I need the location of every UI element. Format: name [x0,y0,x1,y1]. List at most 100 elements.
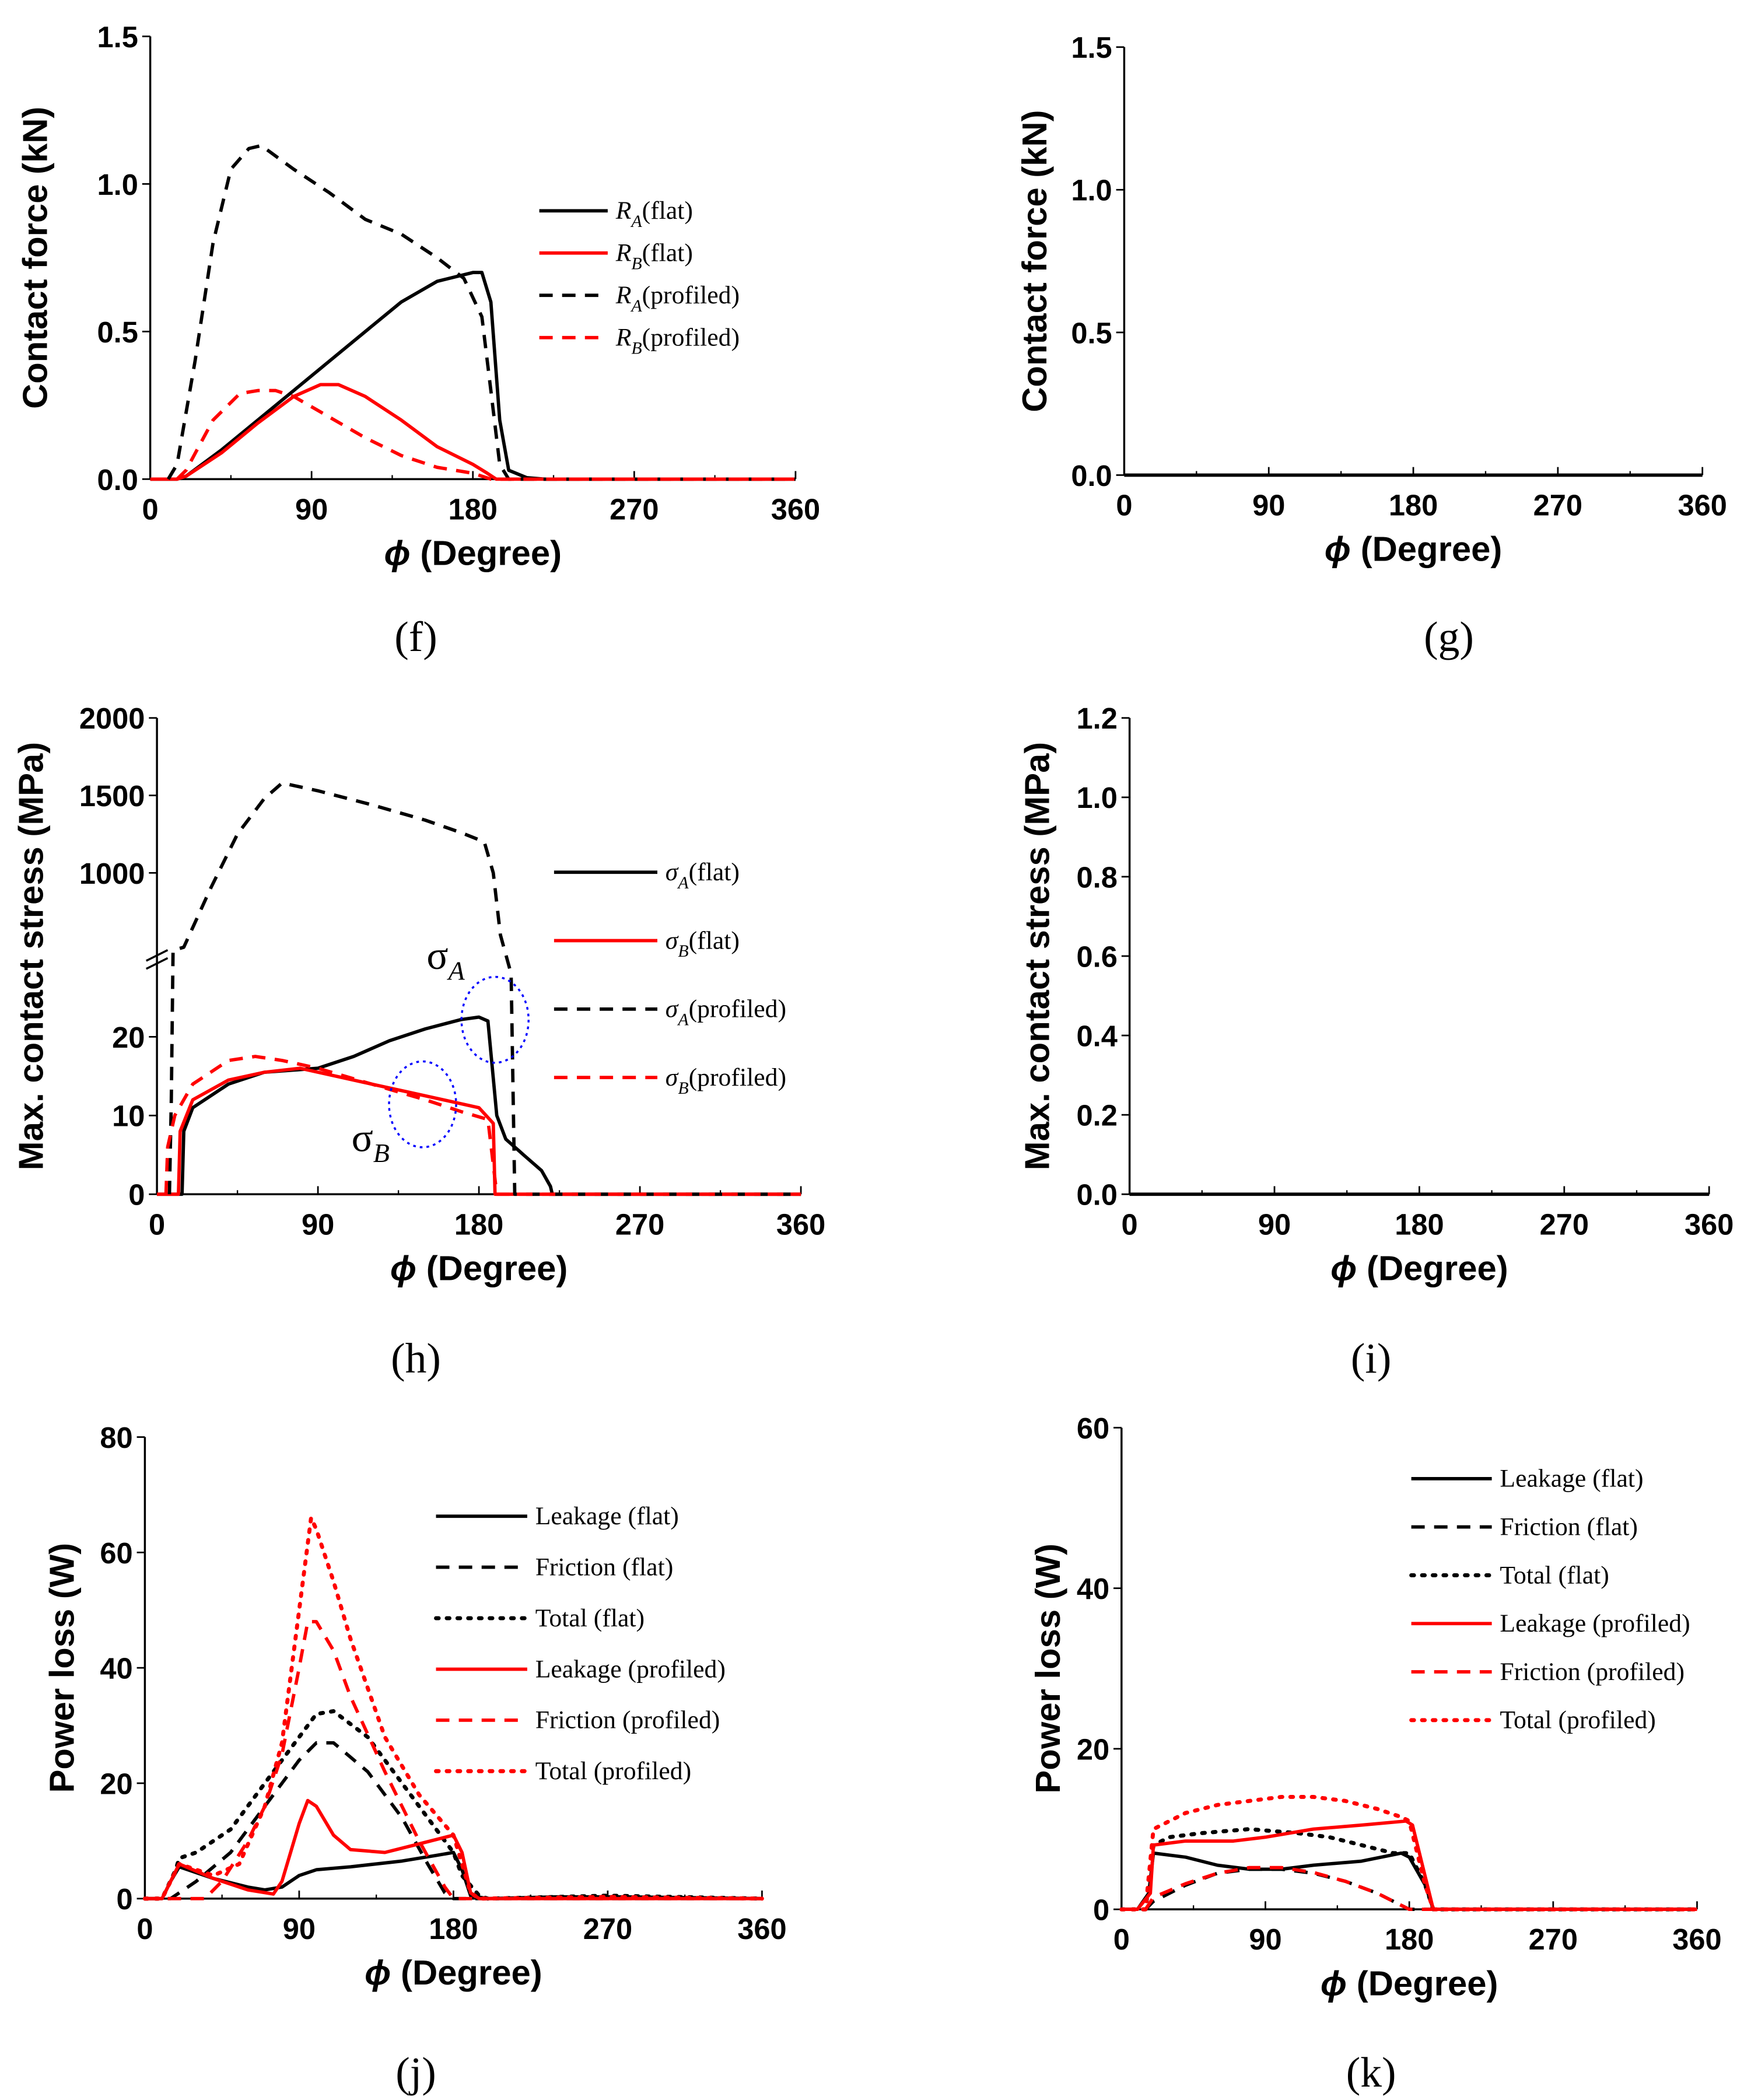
y-tick-label: 20 [100,1767,132,1800]
legend-text: Friction (flat) [535,1553,674,1581]
legend-subscript: A [677,873,689,892]
series-line-3 [164,1055,801,1196]
legend-symbol: σ [666,926,679,954]
legend-subscript: B [678,1079,688,1098]
x-tick-label: 180 [429,1912,478,1945]
legend-label: Friction (profiled) [1500,1658,1685,1686]
annotation-subscript: A [447,956,465,985]
y-tick-label: 0.0 [97,463,138,496]
legend-label: RA(flat) [615,197,693,231]
series-line-3 [145,1798,762,1901]
legend-label: Leakage (profiled) [535,1655,726,1683]
legend-text: Total (profiled) [1500,1706,1655,1734]
legend-text: Leakage (flat) [535,1502,679,1530]
y-tick-label: 40 [100,1652,132,1685]
legend-label: Leakage (profiled) [1500,1609,1690,1637]
legend-symbol: R [615,197,632,225]
legend-label: RA(profiled) [615,281,740,316]
chart-panel-h: 0 90 180 270 360 0 10 20 1000 1500 2000 ϕ (Degree) M… [12,702,826,1382]
series-line-5 [1119,1794,1699,1912]
series-line-1 [145,1741,762,1901]
x-tick-label: 90 [283,1912,316,1945]
axis-break-mark [145,957,169,970]
series-line-4 [145,1620,762,1901]
y-tick-label: 0.0 [1071,459,1112,492]
y-tick-label: 0.4 [1077,1019,1118,1052]
x-axis-title: ϕ (Degree) [1321,1964,1498,2003]
legend-text: (flat) [689,858,740,886]
panel-label: (k) [1346,2048,1396,2096]
legend-subscript: B [678,942,688,961]
highlight-ellipse-a [460,975,530,1064]
legend-symbol: σ [666,995,679,1023]
y-tick-label: 1.5 [1071,31,1112,64]
series-line-0 [150,271,796,481]
legend-label: Total (profiled) [1500,1706,1655,1734]
x-axis-title: ϕ (Degree) [1330,1248,1508,1287]
y-axis-title: Max. contact stress (MPa) [1018,742,1057,1170]
chart-panel-f: 0 90 180 270 360 0.0 0.5 1.0 1.5 ϕ (Degree) Contac… [15,20,820,660]
y-tick-label: 60 [1077,1412,1109,1445]
legend-text: Leakage (profiled) [1500,1609,1690,1637]
y-tick-label: 20 [1077,1732,1109,1766]
x-tick-label: 270 [1533,488,1582,522]
legend-symbol: R [615,239,632,267]
x-tick-label: 360 [776,1208,825,1241]
y-tick-label: 0 [117,1882,133,1916]
y-tick-label: 1.0 [1071,174,1112,207]
chart-panel-k: 0 90 180 270 360 0 20 40 60 ϕ (Degree) Power loss … [1028,1412,1722,2096]
x-tick-label: 270 [1540,1208,1589,1241]
x-tick-label: 90 [302,1208,334,1241]
series-line-1 [150,383,796,481]
y-tick-label: 1000 [79,857,145,890]
annotation-symbol: σ [426,933,448,978]
chart-panel-g: 0 90 180 270 360 0.0 0.5 1.0 1.5 ϕ (Degree) Contac… [1015,31,1727,660]
axis-break-mark [145,949,169,962]
x-tick-label: 270 [610,492,659,526]
x-axis-title-text: (Degree) [391,1953,542,1992]
y-tick-label: 0.2 [1077,1099,1118,1132]
y-tick-label: 0.8 [1077,860,1118,894]
y-tick-label: 0.5 [1071,316,1112,349]
y-axis-title: Contact force (kN) [15,107,54,409]
legend-text: (flat) [642,239,693,267]
x-tick-label: 360 [771,492,820,526]
x-tick-label: 90 [1258,1208,1291,1241]
y-tick-label: 2000 [79,702,145,735]
x-tick-label: 0 [149,1208,165,1241]
y-axis-title: Max. contact stress (MPa) [12,742,51,1170]
panel-label: (h) [391,1334,441,1382]
x-axis-title-text: (Degree) [1351,530,1502,569]
x-tick-label: 360 [1685,1208,1734,1241]
legend-label: Total (flat) [1500,1561,1609,1589]
legend-label: RB(flat) [615,239,693,274]
series-line-1 [157,1066,801,1196]
series-line-3 [1121,1819,1697,1912]
y-tick-label: 20 [112,1021,145,1054]
phi-symbol: ϕ [1325,530,1351,569]
legend-text: Friction (flat) [1500,1513,1638,1541]
y-axis-title: Power loss (W) [42,1543,81,1793]
series-line-2 [166,144,796,481]
x-tick-label: 360 [1678,488,1727,522]
y-tick-label: 0.0 [1077,1178,1118,1212]
x-axis-title-text: (Degree) [1357,1248,1508,1287]
legend-text: Friction (profiled) [535,1706,720,1734]
x-tick-label: 90 [295,492,328,526]
y-tick-label: 1500 [79,779,145,813]
phi-symbol: ϕ [390,1248,416,1287]
annotation-subscript: B [373,1138,390,1168]
x-axis-title-text: (Degree) [1347,1964,1498,2003]
legend-subscript: B [631,254,642,273]
x-axis-title: ϕ (Degree) [365,1953,542,1992]
legend-subscript: A [630,296,642,316]
series-line-4 [1121,1866,1697,1912]
y-tick-label: 10 [112,1100,145,1133]
legend-label: σB(profiled) [666,1063,786,1098]
x-tick-label: 0 [136,1912,153,1945]
x-axis-title: ϕ (Degree) [390,1248,568,1287]
legend-text: (flat) [642,197,693,225]
annotation-symbol: σ [352,1116,373,1160]
legend-label: Friction (profiled) [535,1706,720,1734]
legend-text: Total (flat) [535,1604,645,1632]
